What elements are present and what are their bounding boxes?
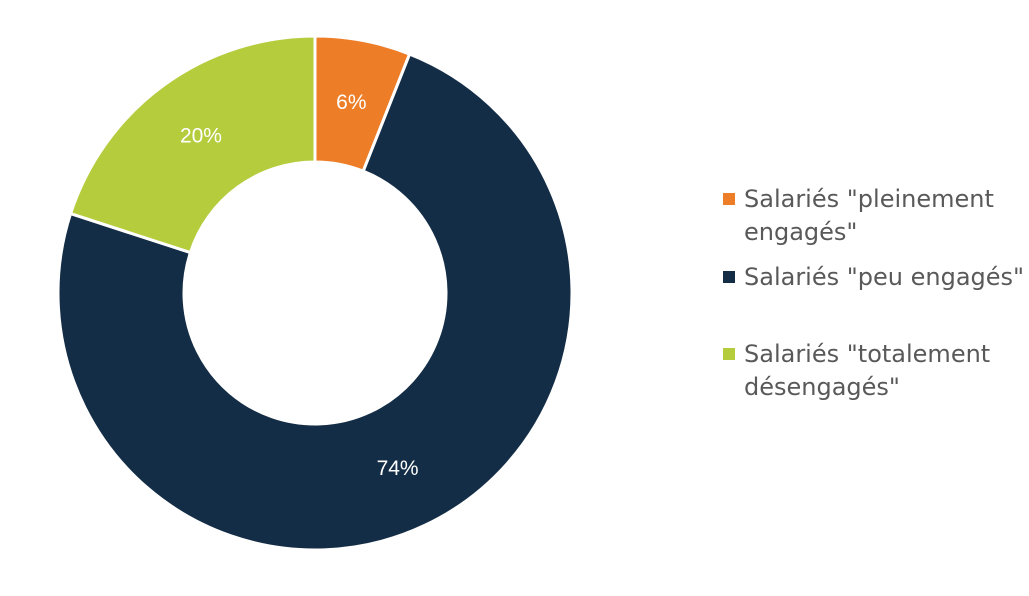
legend-label-1: Salariés "peu engagés" [744,263,1024,291]
legend-item-2: Salariés "totalement désengagés" [723,340,990,401]
legend-label-0: Salariés "pleinement engagés" [744,185,994,246]
legend-item-1: Salariés "peu engagés" [723,263,1024,291]
legend-label-line: Salariés "peu engagés" [744,263,1024,291]
donut-slices [56,34,574,552]
legend: Salariés "pleinement engagés" Salariés "pe… [723,185,1024,401]
slice-labels: 6% 74% 20% [180,91,419,480]
slice-label-1: 74% [377,457,419,480]
legend-marker-2 [723,348,735,360]
donut-slice-2 [68,34,317,255]
legend-marker-1 [723,271,735,283]
legend-marker-0 [723,193,735,205]
legend-label-line: engagés" [744,218,857,246]
legend-label-line: Salariés "pleinement [744,185,994,213]
donut-slice-1 [56,52,574,552]
legend-label-line: désengagés" [744,373,900,401]
slice-label-0: 6% [336,91,366,114]
legend-label-2: Salariés "totalement désengagés" [744,340,990,401]
legend-item-0: Salariés "pleinement engagés" [723,185,994,246]
legend-label-line: Salariés "totalement [744,340,990,368]
slice-label-2: 20% [180,125,222,148]
